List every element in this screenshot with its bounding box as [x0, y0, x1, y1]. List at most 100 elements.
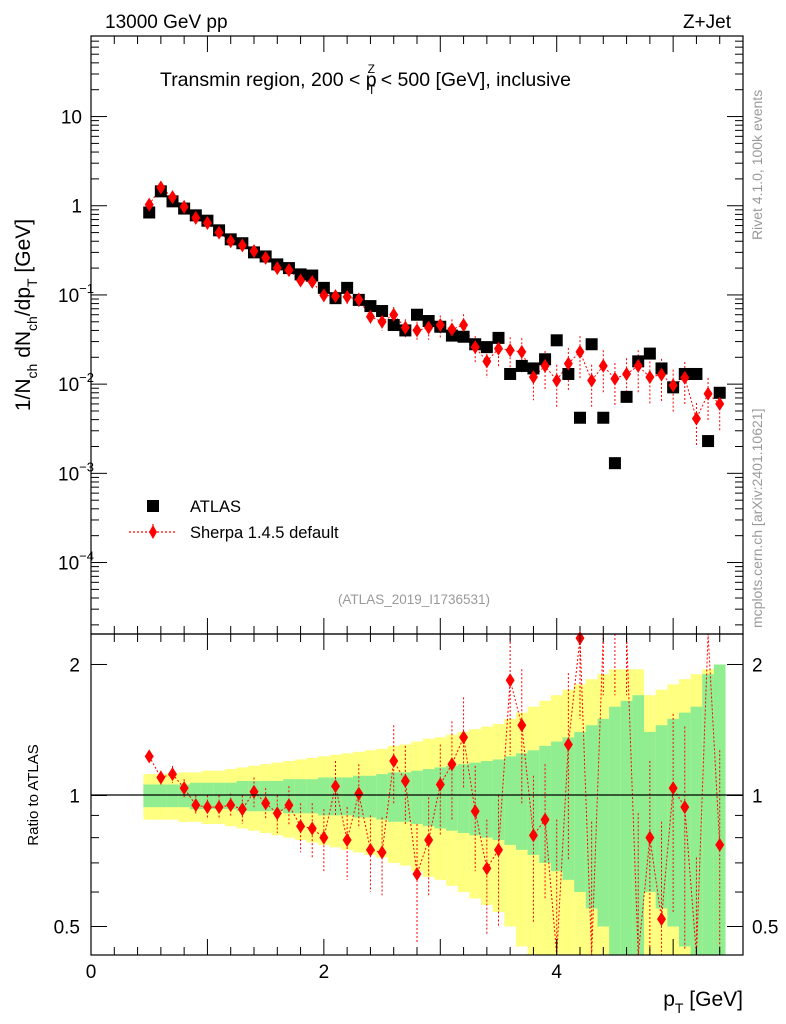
main-ytick-label: 10−1 [58, 281, 94, 307]
sherpa-point [179, 199, 189, 214]
atlas-point [376, 305, 389, 318]
sherpa-point [645, 370, 655, 385]
ratio-point [284, 798, 294, 813]
sherpa-point [505, 343, 515, 358]
ratio-ytick-label: 2 [69, 655, 80, 676]
sherpa-point [168, 190, 177, 205]
sherpa-point [284, 263, 294, 278]
ratio-band-green [678, 712, 691, 947]
legend-label-sherpa: Sherpa 1.4.5 default [190, 524, 339, 542]
sherpa-point [540, 358, 550, 373]
sherpa-point [202, 216, 212, 231]
ratio-point [447, 757, 457, 772]
atlas-point [690, 367, 703, 380]
sherpa-point [191, 210, 201, 225]
sherpa-point [272, 261, 282, 276]
ratio-point [226, 798, 236, 813]
sherpa-point [237, 238, 247, 253]
sherpa-point [528, 370, 538, 385]
ratio-band-green [318, 777, 330, 816]
ratio-point [272, 806, 282, 821]
ratio-point [494, 842, 503, 857]
sherpa-point [424, 320, 434, 335]
atlas-point [480, 341, 493, 354]
ratio-band-green [620, 700, 633, 955]
ratio-point [319, 830, 329, 845]
main-panel: 10 1 10−1 10−2 10−3 10−4 [58, 35, 744, 635]
ratio-point [156, 770, 166, 785]
legend-label-atlas: ATLAS [190, 498, 241, 516]
sherpa-point [144, 197, 154, 212]
sherpa-point [575, 344, 585, 359]
sherpa-point [307, 274, 317, 289]
x-tick-label: 4 [551, 962, 562, 983]
ratio-band-green [143, 784, 156, 808]
ratio-ytick-label-right: 1 [752, 786, 763, 807]
sherpa-point [365, 309, 375, 324]
ratio-band-green [644, 731, 656, 893]
ratio-point [400, 773, 410, 788]
energy-label: 13000 GeV pp [105, 12, 228, 33]
ratio-band-green [504, 756, 516, 845]
atlas-point [597, 411, 610, 424]
sherpa-point [389, 307, 399, 322]
ratio-point [680, 800, 690, 815]
main-y-axis-label: 1/Nch dNch/dpT [GeV] [12, 219, 40, 411]
ratio-point [389, 754, 399, 769]
process-label: Z+Jet [683, 12, 732, 33]
sherpa-point [680, 370, 690, 385]
ratio-ytick-label-right: 2 [752, 655, 763, 676]
ratio-band-green [585, 725, 598, 909]
sherpa-point [633, 358, 643, 373]
atlas-point [492, 331, 505, 344]
legend: ATLAS Sherpa 1.4.5 default [129, 498, 339, 542]
sherpa-point [249, 244, 259, 259]
ratio-point [517, 718, 527, 733]
sherpa-point [296, 273, 306, 288]
atlas-point [574, 411, 586, 424]
ratio-point [377, 845, 387, 860]
ratio-band-green [387, 772, 400, 822]
ratio-point [365, 842, 375, 857]
ratio-band-green [166, 784, 179, 808]
ratio-panel: 0.5 0.5 1 1 2 2 0 2 4 [54, 631, 778, 983]
ratio-band-green [527, 750, 540, 855]
ratio-band-green [574, 731, 586, 893]
ratio-band-green [155, 784, 167, 808]
ratio-point [424, 833, 434, 848]
ratio-point [237, 802, 247, 817]
ratio-point [296, 819, 306, 834]
ratio-point [168, 767, 177, 782]
sherpa-point [657, 367, 666, 382]
sherpa-point [517, 344, 527, 359]
ratio-band-green [655, 725, 668, 909]
ratio-band-green [550, 741, 563, 872]
ratio-band-green [632, 695, 645, 955]
ratio-band-green [481, 761, 493, 838]
sherpa-point [715, 396, 725, 411]
sherpa-point [459, 318, 469, 333]
ratio-band-green [364, 775, 377, 818]
sherpa-point [691, 411, 701, 426]
sherpa-point [703, 386, 713, 401]
ratio-point [435, 777, 445, 792]
atlas-point [643, 347, 656, 360]
atlas-point [585, 338, 598, 351]
ratio-ytick-label: 1 [69, 786, 80, 807]
atlas-point [608, 457, 621, 470]
ratio-band-green [713, 664, 726, 955]
atlas-point [527, 362, 540, 375]
atlas-point [620, 390, 633, 403]
sherpa-point [331, 289, 340, 304]
ratio-band-green [702, 674, 714, 955]
mcplots-watermark: mcplots.cern.ch [arXiv:2401.10621] [749, 409, 765, 628]
sherpa-point [435, 318, 445, 333]
plot-title: Transmin region, 200 < pZ T < 500 [GeV], … [160, 62, 571, 97]
ratio-band-green [399, 772, 412, 822]
ratio-point [342, 833, 352, 848]
ratio-point [202, 800, 212, 815]
sherpa-point [598, 358, 608, 373]
ratio-band-green [457, 764, 470, 833]
main-ytick-label: 10−3 [58, 459, 94, 485]
sherpa-point [214, 225, 224, 240]
